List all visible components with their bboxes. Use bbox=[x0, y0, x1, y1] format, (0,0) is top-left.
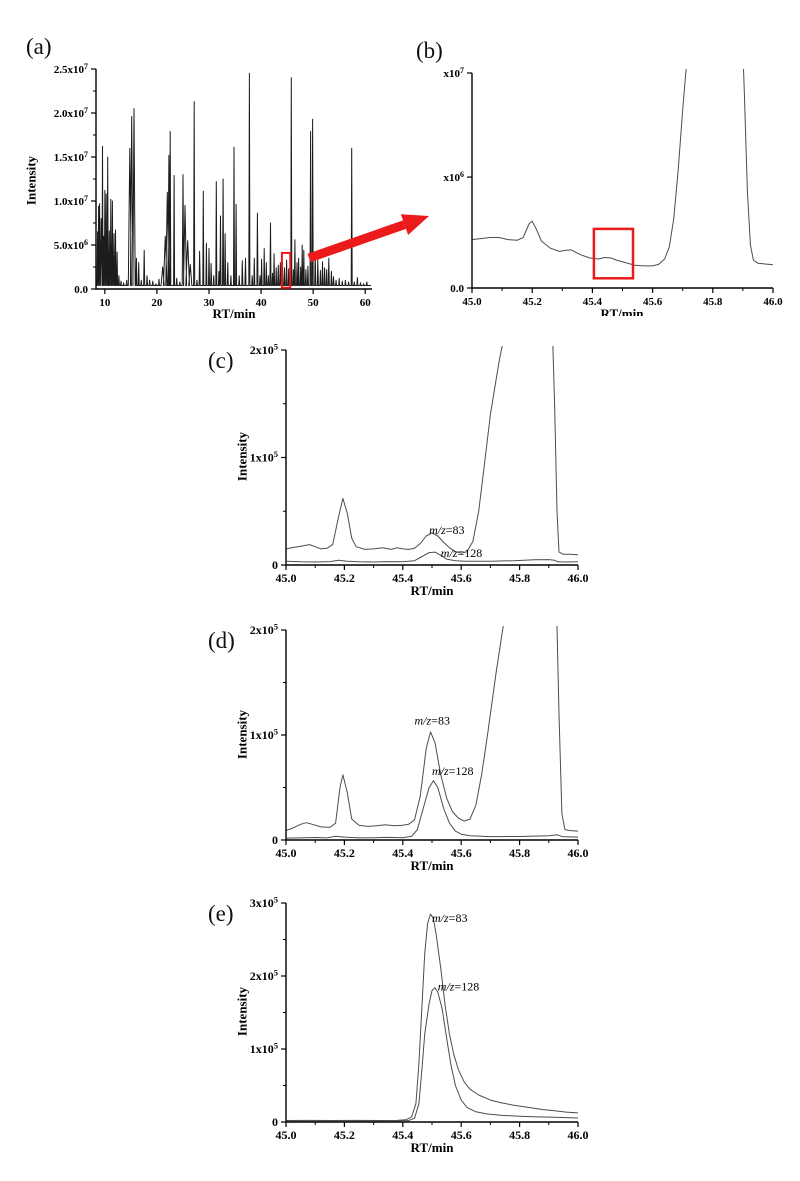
panel-b-axes bbox=[471, 73, 773, 289]
x-tick-label: 45.2 bbox=[334, 571, 355, 585]
y-tick-label: 1x105 bbox=[250, 726, 278, 742]
y-axis-title-c: Intensity bbox=[234, 431, 250, 482]
y-tick-label: 1x105 bbox=[250, 449, 278, 465]
panel-e-label-m-z-83: m/z=83 bbox=[432, 911, 467, 925]
x-tick-label: 46.0 bbox=[568, 571, 589, 585]
y-tick-label: x107 bbox=[444, 66, 465, 80]
y-tick-label: 1x105 bbox=[250, 1040, 278, 1056]
panel-c-label-m-z-128: m/z=128 bbox=[441, 546, 482, 560]
x-axis-title-e: RT/min bbox=[410, 1140, 454, 1155]
x-tick-label: 46.0 bbox=[568, 846, 589, 860]
y-tick-label: 3x105 bbox=[250, 894, 278, 910]
panel-c-trace-m-z-83 bbox=[286, 346, 579, 556]
panel-label-b: (b) bbox=[416, 38, 443, 63]
x-tick-label: 40 bbox=[256, 297, 268, 309]
y-tick-label: 2x105 bbox=[250, 967, 278, 983]
panel-d-label-m-z-83: m/z=83 bbox=[415, 714, 450, 728]
panel-e-plot: 45.0 45.2 45.4 45.6 45.8 46.0 0 1x105 2x105 3x105… bbox=[250, 894, 589, 1142]
panel-b-plot: 45.0 45.2 45.4 45.6 45.8 46.0 0.0 x106 x107 bbox=[444, 66, 784, 308]
y-tick-label: x106 bbox=[444, 170, 465, 184]
panel-e-trace-m-z-128 bbox=[286, 987, 579, 1122]
x-tick-label: 45.0 bbox=[462, 296, 482, 308]
panel-label-a: (a) bbox=[26, 34, 52, 59]
zoom-arrow-shaft bbox=[307, 220, 406, 263]
x-axis-title-d: RT/min bbox=[410, 858, 454, 873]
panel-a-zoom-box bbox=[280, 251, 292, 289]
x-axis-title-a: RT/min bbox=[212, 306, 256, 321]
x-tick-label: 10 bbox=[99, 297, 111, 309]
y-tick-label: 5.0x106 bbox=[54, 238, 88, 252]
y-tick-label: 2.0x107 bbox=[54, 106, 88, 120]
x-tick-label: 45.6 bbox=[451, 846, 472, 860]
y-tick-label: 0 bbox=[272, 833, 278, 847]
x-tick-label: 45.8 bbox=[509, 571, 530, 585]
panel-a-trace-tic bbox=[96, 72, 371, 286]
y-tick-label: 2.5x107 bbox=[54, 62, 88, 76]
x-tick-label: 45.2 bbox=[334, 1128, 355, 1142]
panel-e-label-m-z-128: m/z=128 bbox=[438, 980, 479, 994]
x-tick-label: 50 bbox=[308, 297, 320, 309]
panel-d-label-m-z-128: m/z=128 bbox=[432, 764, 473, 778]
x-axis-title-b-clipped: RT/min bbox=[600, 306, 644, 316]
x-tick-label: 20 bbox=[151, 297, 163, 309]
x-tick-label: 45.6 bbox=[451, 571, 472, 585]
x-tick-label: 46.0 bbox=[763, 296, 783, 308]
x-tick-label: 45.8 bbox=[703, 296, 723, 308]
y-tick-label: 1.5x107 bbox=[54, 150, 88, 164]
x-tick-label: 45.2 bbox=[523, 296, 543, 308]
x-tick-label: 45.0 bbox=[276, 571, 297, 585]
y-axis-title-e: Intensity bbox=[234, 986, 250, 1037]
panel-label-e: (e) bbox=[208, 901, 234, 926]
x-tick-label: 45.4 bbox=[392, 846, 413, 860]
x-tick-label: 45.4 bbox=[392, 1128, 413, 1142]
panel-b-zoom-box bbox=[592, 227, 635, 280]
panel-d-trace-m-z-128 bbox=[286, 780, 579, 839]
y-tick-label: 2x105 bbox=[250, 621, 278, 637]
y-tick-label: 0 bbox=[272, 558, 278, 572]
y-tick-label: 2x105 bbox=[250, 341, 278, 357]
x-tick-label: 45.4 bbox=[392, 571, 413, 585]
y-tick-label: 0.0 bbox=[74, 284, 88, 296]
panel-label-c: (c) bbox=[208, 348, 234, 373]
y-tick-label: 0.0 bbox=[450, 283, 464, 295]
panel-a-plot: 10 20 30 40 50 60 0.0 5.0x106 1.0x107 1.5x107 2.0x… bbox=[54, 62, 372, 309]
y-tick-label: 1.0x107 bbox=[54, 194, 88, 208]
x-tick-label: 60 bbox=[360, 297, 372, 309]
x-axis-title-c: RT/min bbox=[410, 583, 454, 598]
panel-e-axes bbox=[285, 903, 578, 1123]
x-tick-label: 45.0 bbox=[276, 846, 297, 860]
y-axis-title-a: Intensity bbox=[23, 155, 39, 206]
panel-c-plot: 45.0 45.2 45.4 45.6 45.8 46.0 0 1x105 2x105 m/z=8… bbox=[250, 341, 589, 585]
panel-e-trace-m-z-83 bbox=[286, 913, 579, 1121]
panel-d-trace-m-z-83 bbox=[286, 626, 579, 832]
panel-b-trace-tic-zoom bbox=[472, 69, 774, 267]
x-tick-label: 46.0 bbox=[568, 1128, 589, 1142]
x-tick-label: 45.4 bbox=[583, 296, 603, 308]
panel-label-d: (d) bbox=[208, 628, 235, 653]
panel-c-trace-m-z-128 bbox=[286, 551, 579, 563]
panel-d-plot: 45.0 45.2 45.4 45.6 45.8 46.0 0 1x105 2x105 m/z=8… bbox=[250, 621, 589, 860]
panel-c-label-m-z-83: m/z=83 bbox=[429, 523, 464, 537]
x-tick-label: 45.8 bbox=[509, 1128, 530, 1142]
zoom-arrow bbox=[307, 214, 429, 263]
x-tick-label: 45.6 bbox=[643, 296, 663, 308]
y-axis-title-d: Intensity bbox=[234, 709, 250, 760]
x-tick-label: 45.8 bbox=[509, 846, 530, 860]
x-tick-label: 30 bbox=[204, 297, 216, 309]
x-tick-label: 45.2 bbox=[334, 846, 355, 860]
x-tick-label: 45.6 bbox=[451, 1128, 472, 1142]
x-tick-label: 45.0 bbox=[276, 1128, 297, 1142]
y-tick-label: 0 bbox=[272, 1115, 278, 1129]
zoom-arrow-head bbox=[400, 214, 429, 235]
